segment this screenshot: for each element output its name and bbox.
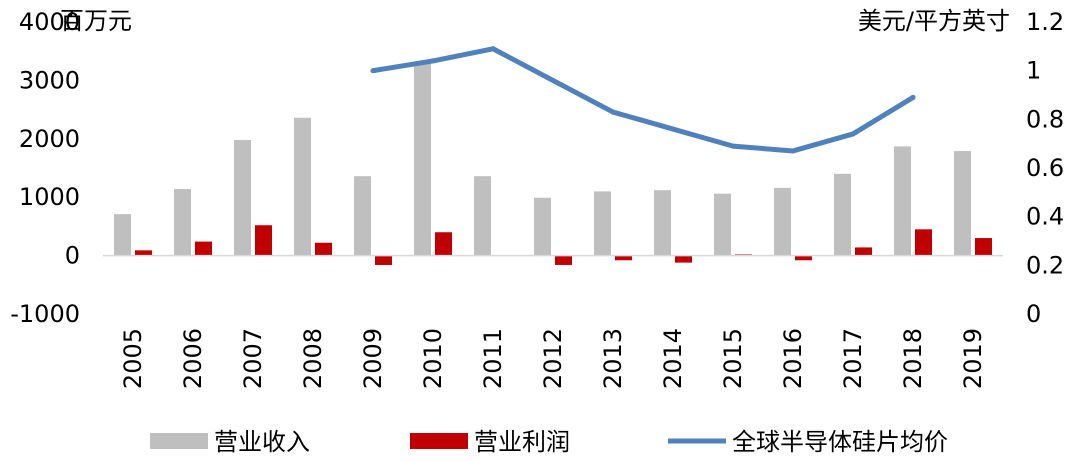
profit-bar [555,255,572,265]
profit-bar [255,225,272,256]
bars-layer [114,62,992,265]
price-point [550,77,556,83]
x-tick-label: 2008 [299,328,327,389]
x-tick-label: 2010 [419,328,447,389]
line-layer [370,46,916,154]
left-tick-label: -1000 [10,300,80,328]
profit-bar [375,255,392,265]
profit-bar [855,247,872,256]
profit-bar [195,241,212,256]
price-point [850,131,856,137]
revenue-bar [534,197,551,256]
revenue-bar [114,214,131,256]
revenue-bar [234,139,251,256]
price-point [730,143,736,149]
left-tick-label: 1000 [19,183,80,211]
revenue-bar [474,176,491,256]
x-tick-label: 2014 [659,328,687,389]
profit-bar [795,255,812,261]
revenue-bar [714,193,731,256]
axes-layer: -1000 0 1000 2000 3000 4000 0 0.2 0.4 0.6 0.8 1 1.2 百… [10,7,1064,389]
x-tick-label: 2013 [599,328,627,389]
legend-swatch [410,433,468,449]
x-tick-label: 2016 [779,328,807,389]
x-tick-label: 2019 [959,328,987,389]
legend-label: 营业利润 [474,428,570,456]
price-point [370,68,376,74]
revenue-bar [894,146,911,256]
legend-layer: 营业收入 营业利润 全球半导体硅片均价 [150,428,948,456]
x-tick-label: 2017 [839,328,867,389]
x-tick-label: 2005 [119,328,147,389]
price-point [670,126,676,132]
x-tick-label: 2015 [719,328,747,389]
right-axis-unit: 美元/平方英寸 [858,7,1010,35]
profit-bar [915,229,932,256]
right-tick-label: 1 [1026,57,1041,85]
legend-swatch [150,433,208,449]
profit-bar [435,232,452,256]
revenue-bar [654,190,671,256]
legend-label: 营业收入 [214,428,310,456]
revenue-bar [594,191,611,256]
right-tick-label: 1.2 [1026,8,1064,36]
x-tick-label: 2009 [359,328,387,389]
right-tick-label: 0.8 [1026,105,1064,133]
x-tick-label: 2006 [179,328,207,389]
x-tick-label: 2018 [899,328,927,389]
left-tick-label: 4000 [19,8,80,36]
left-tick-label: 0 [65,242,80,270]
revenue-bar [954,151,971,256]
revenue-bar [834,173,851,256]
price-point [430,58,436,64]
right-tick-label: 0.2 [1026,251,1064,279]
price-point [490,46,496,52]
left-tick-label: 2000 [19,125,80,153]
revenue-bar [774,187,791,256]
profit-bar [315,242,332,256]
left-axis-unit: 百万元 [60,7,132,35]
x-tick-label: 2007 [239,328,267,389]
revenue-bar [174,189,191,256]
revenue-bar [294,117,311,256]
revenue-bar [354,176,371,256]
right-tick-label: 0.6 [1026,154,1064,182]
price-point [610,109,616,115]
profit-bar [675,255,692,263]
profit-bar [615,255,632,261]
x-tick-label: 2011 [479,328,507,389]
legend-label: 全球半导体硅片均价 [732,428,948,456]
right-tick-label: 0 [1026,300,1041,328]
profit-bar [975,238,992,256]
profit-bar [135,250,152,256]
price-point [790,148,796,154]
right-tick-label: 0.4 [1026,203,1064,231]
revenue-bar [414,62,431,256]
left-tick-label: 3000 [19,66,80,94]
price-point [910,94,916,100]
price-line [370,46,916,154]
x-tick-label: 2012 [539,328,567,389]
